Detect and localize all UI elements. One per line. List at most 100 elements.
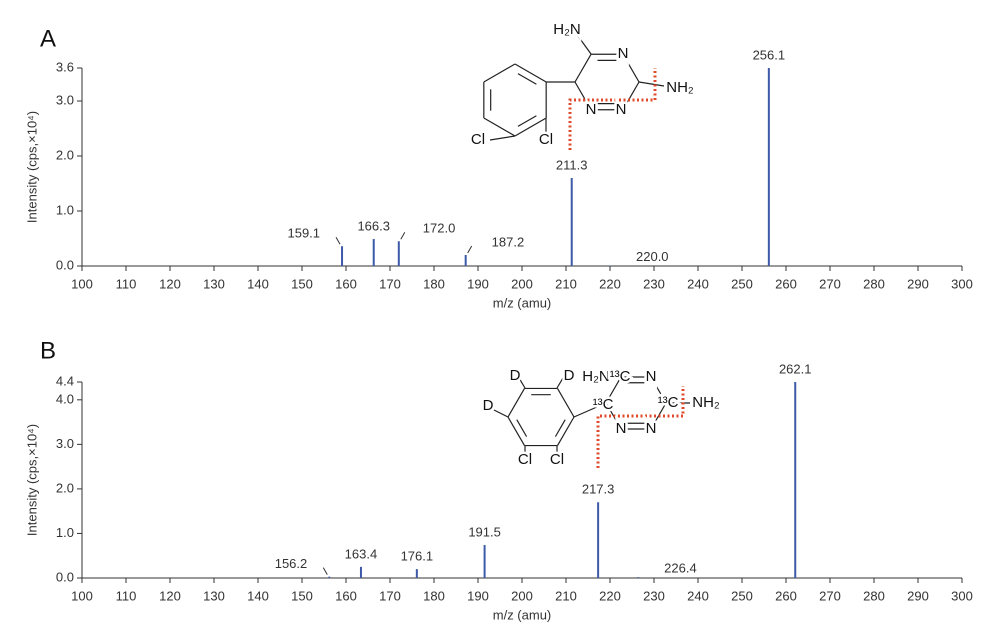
x-tick-label: 110 <box>116 276 137 291</box>
x-tick-label: 300 <box>951 588 973 603</box>
y-tick-label: 1.0 <box>56 202 74 217</box>
atom-label: Cl <box>471 131 485 148</box>
y-tick-label: 4.0 <box>56 391 74 406</box>
peak-label: 163.4 <box>345 546 378 561</box>
fragmentation-line <box>596 386 685 468</box>
peak-label: 191.5 <box>468 524 501 539</box>
bond <box>516 419 528 437</box>
x-tick-label: 150 <box>291 276 313 291</box>
x-tick-label: 200 <box>511 276 533 291</box>
x-tick-label: 120 <box>159 588 181 603</box>
x-tick-label: 130 <box>203 276 225 291</box>
bond <box>638 81 665 87</box>
leader <box>322 567 328 575</box>
bond <box>605 376 622 404</box>
y-tick-label: 2.0 <box>56 147 74 162</box>
bond <box>556 416 575 446</box>
x-tick-label: 210 <box>555 276 577 291</box>
leader <box>467 245 473 254</box>
x-tick-label: 270 <box>819 588 841 603</box>
panel-label: A <box>40 25 56 52</box>
x-tick-label: 150 <box>291 588 313 603</box>
bond <box>514 117 547 137</box>
x-tick-label: 100 <box>71 276 93 291</box>
bond <box>483 63 516 83</box>
bond <box>493 409 509 418</box>
bond <box>514 63 547 83</box>
y-tick-label: 0.0 <box>56 569 74 584</box>
x-tick-label: 110 <box>116 588 137 603</box>
x-tick-label: 220 <box>599 276 621 291</box>
atom-label: ¹³C <box>593 396 614 413</box>
bond <box>489 135 516 141</box>
x-tick-label: 160 <box>335 276 357 291</box>
panel-label: B <box>40 337 56 364</box>
y-tick-label: 3.0 <box>56 436 74 451</box>
peak-label: 166.3 <box>357 218 390 233</box>
x-tick-label: 190 <box>467 276 489 291</box>
x-tick-label: 290 <box>907 588 929 603</box>
atom-label: Cl <box>518 451 532 468</box>
x-axis-label: m/z (amu) <box>493 607 552 622</box>
atom-label: ¹³C <box>610 368 631 385</box>
bond <box>507 416 526 446</box>
bond <box>517 115 537 127</box>
peak-label: 262.1 <box>779 361 812 376</box>
atom-label: N <box>616 420 627 437</box>
x-tick-label: 270 <box>819 276 841 291</box>
atom-label: N <box>616 101 627 118</box>
x-tick-label: 140 <box>247 588 269 603</box>
atom-label: NH₂ <box>666 79 694 96</box>
bond <box>483 117 516 137</box>
atom-label: D <box>483 397 494 414</box>
bond <box>650 376 667 404</box>
peak-label: 256.1 <box>753 47 786 62</box>
x-tick-label: 240 <box>687 276 709 291</box>
atom-label: H₂N <box>582 368 610 385</box>
bond <box>554 419 566 437</box>
x-tick-label: 300 <box>951 276 973 291</box>
bond <box>573 402 607 418</box>
y-axis-label: Intensity (cps,×10⁴) <box>24 111 39 223</box>
x-tick-label: 290 <box>907 276 929 291</box>
bond <box>622 53 640 83</box>
x-tick-label: 160 <box>335 588 357 603</box>
fragmentation-line <box>568 68 657 150</box>
x-tick-label: 210 <box>555 588 577 603</box>
leader <box>400 232 406 240</box>
x-tick-label: 130 <box>203 588 225 603</box>
bond <box>574 53 592 83</box>
x-tick-label: 260 <box>775 276 797 291</box>
x-tick-label: 220 <box>599 588 621 603</box>
x-tick-label: 250 <box>731 588 753 603</box>
x-axis-label: m/z (amu) <box>493 295 552 310</box>
y-axis-label: Intensity (cps,×10⁴) <box>24 424 39 536</box>
y-tick-label: 3.0 <box>56 92 74 107</box>
bond <box>507 388 526 418</box>
bond <box>622 81 640 111</box>
x-tick-label: 240 <box>687 588 709 603</box>
peak-label: 159.1 <box>287 226 320 241</box>
peak-label: 187.2 <box>492 234 525 249</box>
x-tick-label: 250 <box>731 276 753 291</box>
y-tick-label: 2.0 <box>56 480 74 495</box>
x-tick-label: 280 <box>863 588 885 603</box>
bond <box>574 81 592 111</box>
y-tick-label: 0.0 <box>56 257 74 272</box>
atom-label: H₂N <box>553 21 581 38</box>
peak-label: 220.0 <box>636 249 669 264</box>
leader <box>335 236 341 245</box>
y-tick-label: 1.0 <box>56 525 74 540</box>
x-tick-label: 260 <box>775 588 797 603</box>
x-tick-label: 190 <box>467 588 489 603</box>
x-tick-label: 200 <box>511 588 533 603</box>
x-tick-label: 180 <box>423 588 445 603</box>
peak-label: 217.3 <box>582 482 615 497</box>
atom-label: ¹³C <box>658 394 679 411</box>
peak-label: 211.3 <box>556 157 588 172</box>
x-tick-label: 100 <box>71 588 93 603</box>
bond <box>556 388 575 418</box>
bond <box>517 73 537 85</box>
atom-label: N <box>586 101 597 118</box>
